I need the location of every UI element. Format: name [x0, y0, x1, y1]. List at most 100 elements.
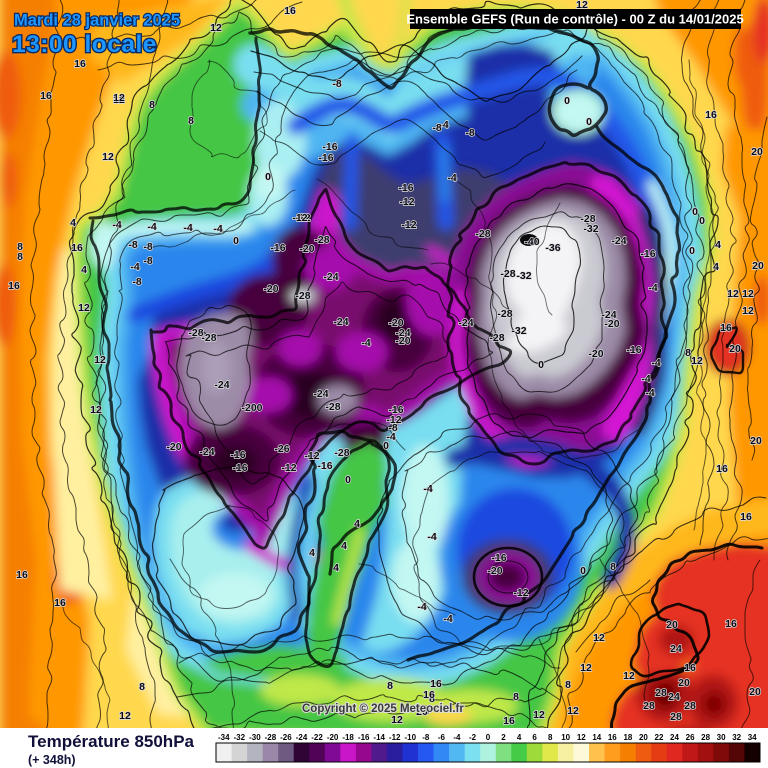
svg-text:-24: -24 [333, 316, 348, 328]
svg-text:20: 20 [639, 733, 648, 742]
svg-text:-8: -8 [143, 255, 152, 267]
svg-text:18: 18 [623, 733, 632, 742]
svg-text:-16: -16 [270, 242, 285, 254]
svg-text:13:00 locale: 13:00 locale [12, 31, 157, 58]
svg-text:(+ 348h): (+ 348h) [28, 753, 76, 767]
svg-text:-4: -4 [417, 601, 426, 613]
svg-text:30: 30 [717, 733, 726, 742]
svg-text:-32: -32 [511, 325, 526, 337]
svg-text:-16: -16 [398, 182, 413, 194]
svg-text:28: 28 [670, 711, 682, 723]
svg-text:16: 16 [71, 242, 83, 254]
svg-text:-12: -12 [304, 450, 319, 462]
svg-text:-20: -20 [263, 283, 278, 295]
svg-text:Copyright © 2025 Meteociel.fr: Copyright © 2025 Meteociel.fr [302, 703, 464, 715]
svg-text:-24: -24 [601, 309, 616, 321]
svg-text:0: 0 [699, 215, 705, 227]
svg-text:8: 8 [149, 99, 155, 111]
svg-text:12: 12 [210, 22, 222, 34]
svg-text:-4: -4 [443, 613, 452, 625]
svg-text:-16: -16 [388, 404, 403, 416]
svg-text:-16: -16 [626, 344, 641, 356]
svg-text:12: 12 [119, 710, 131, 722]
svg-text:20: 20 [752, 260, 764, 272]
svg-text:24: 24 [668, 691, 680, 703]
svg-text:20: 20 [416, 706, 428, 718]
svg-text:16: 16 [716, 463, 728, 475]
svg-text:10: 10 [561, 733, 570, 742]
svg-text:Mardi 28 janvier 2025: Mardi 28 janvier 2025 [14, 12, 180, 30]
svg-text:20: 20 [666, 619, 678, 631]
svg-text:-4: -4 [183, 222, 192, 234]
svg-text:-8: -8 [332, 78, 341, 90]
svg-text:-4: -4 [427, 531, 436, 543]
svg-text:-20: -20 [299, 243, 314, 255]
svg-text:8: 8 [565, 679, 571, 691]
svg-text:8: 8 [139, 681, 145, 693]
svg-text:16: 16 [503, 715, 515, 727]
svg-text:12: 12 [623, 670, 635, 682]
svg-text:0: 0 [233, 235, 239, 247]
svg-text:-28: -28 [497, 308, 512, 320]
svg-text:-32: -32 [516, 270, 531, 282]
svg-text:12: 12 [580, 662, 592, 674]
svg-text:-16: -16 [318, 152, 333, 164]
svg-text:16: 16 [725, 618, 737, 630]
svg-text:-36: -36 [545, 242, 560, 254]
svg-text:-12: -12 [295, 212, 310, 224]
svg-text:12: 12 [742, 288, 754, 300]
svg-text:-8: -8 [422, 733, 430, 742]
svg-text:-20: -20 [487, 565, 502, 577]
svg-text:16: 16 [74, 58, 86, 70]
svg-text:-4: -4 [361, 337, 370, 349]
svg-text:4: 4 [715, 239, 721, 251]
svg-text:-28: -28 [580, 213, 595, 225]
svg-text:20: 20 [678, 677, 690, 689]
svg-text:12: 12 [391, 714, 403, 726]
svg-text:-24: -24 [214, 379, 229, 391]
svg-text:26: 26 [686, 733, 695, 742]
svg-text:16: 16 [16, 569, 28, 581]
svg-text:12: 12 [113, 94, 125, 106]
svg-text:-4: -4 [641, 373, 650, 385]
svg-text:16: 16 [608, 733, 617, 742]
svg-text:-4: -4 [439, 119, 448, 131]
svg-text:-28: -28 [489, 332, 504, 344]
svg-text:-12: -12 [513, 587, 528, 599]
svg-text:-24: -24 [313, 388, 328, 400]
svg-text:-6: -6 [438, 733, 446, 742]
svg-text:16: 16 [8, 280, 20, 292]
svg-text:12: 12 [102, 151, 114, 163]
svg-text:12: 12 [567, 705, 579, 717]
svg-text:-8: -8 [132, 276, 141, 288]
svg-text:4: 4 [413, 702, 419, 714]
svg-text:Ensemble GEFS (Run de contrôl: Ensemble GEFS (Run de contrôle) - 00 Z d… [406, 12, 743, 27]
svg-text:-4: -4 [112, 219, 121, 231]
svg-text:-4: -4 [423, 483, 432, 495]
svg-text:-200: -200 [241, 402, 262, 414]
svg-text:12: 12 [576, 0, 588, 11]
svg-text:20: 20 [749, 686, 761, 698]
svg-text:28: 28 [655, 687, 667, 699]
svg-text:-12: -12 [389, 733, 401, 742]
svg-text:16: 16 [705, 109, 717, 121]
svg-text:16: 16 [423, 689, 435, 701]
svg-text:4: 4 [81, 264, 87, 276]
svg-text:16: 16 [40, 90, 52, 102]
svg-text:8: 8 [685, 347, 691, 359]
svg-text:0: 0 [580, 565, 586, 577]
svg-text:-12: -12 [399, 196, 414, 208]
svg-text:-8: -8 [465, 127, 474, 139]
svg-text:8: 8 [17, 251, 23, 263]
svg-text:4: 4 [70, 217, 76, 229]
svg-text:0: 0 [383, 440, 389, 452]
svg-text:12: 12 [533, 709, 545, 721]
svg-text:8: 8 [429, 693, 435, 705]
svg-text:0: 0 [486, 733, 491, 742]
svg-text:8: 8 [513, 691, 519, 703]
svg-text:16: 16 [720, 322, 732, 334]
svg-text:-16: -16 [317, 460, 332, 472]
svg-text:0: 0 [689, 245, 695, 257]
svg-text:22: 22 [655, 733, 664, 742]
svg-text:-40: -40 [524, 236, 539, 248]
